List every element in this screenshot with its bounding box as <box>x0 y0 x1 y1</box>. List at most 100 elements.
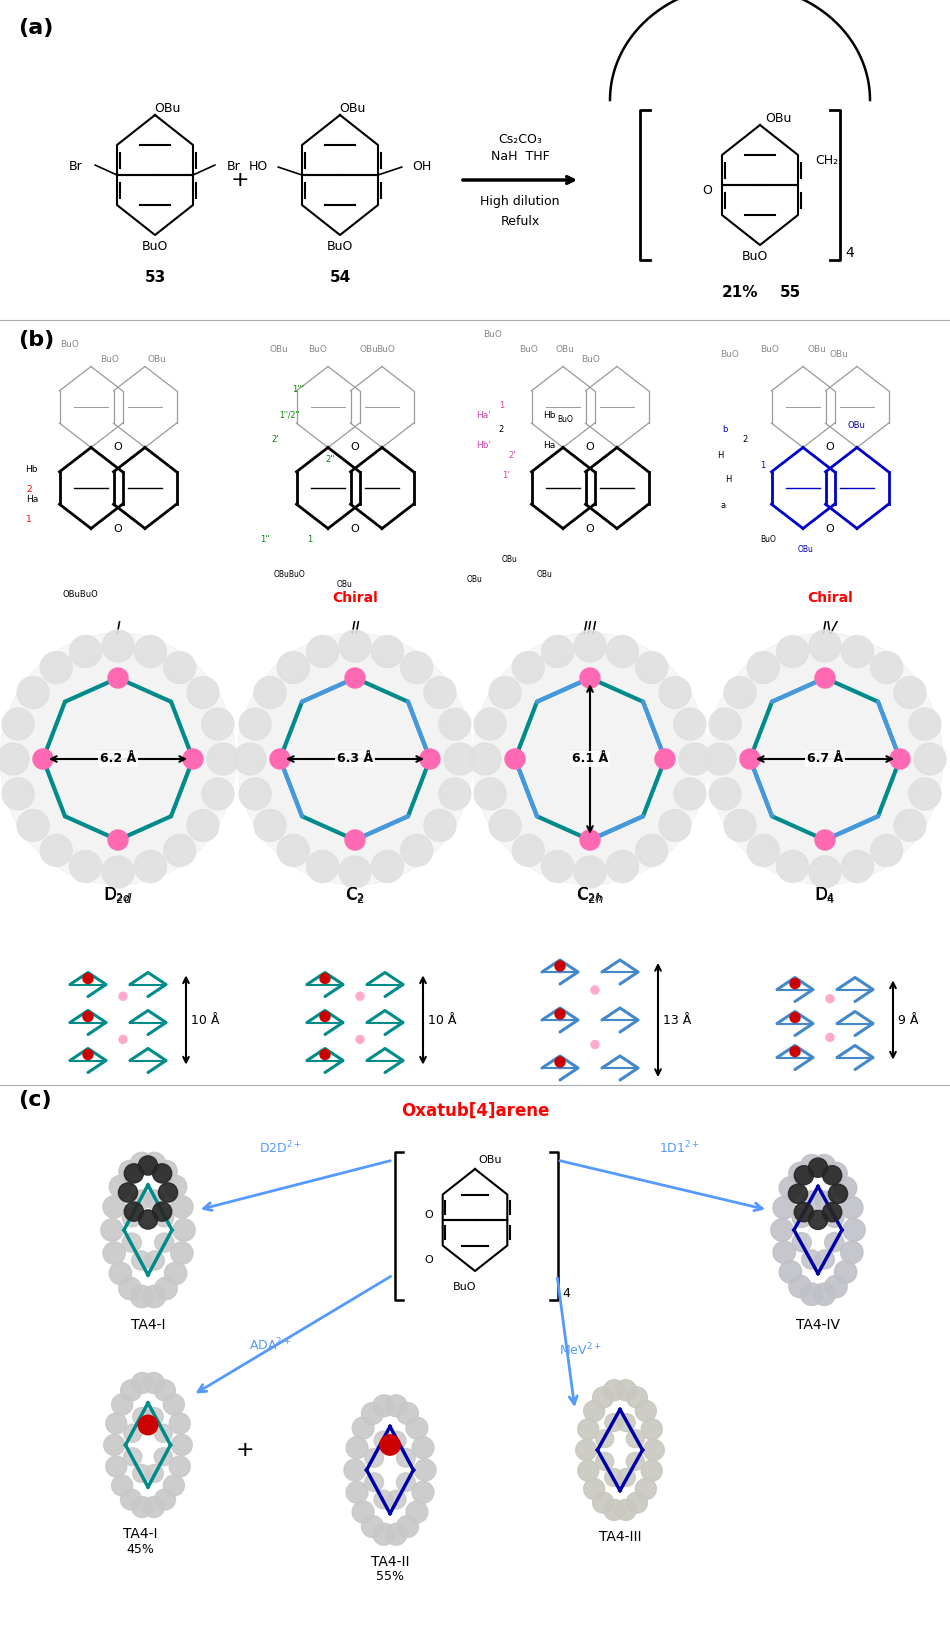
Text: BuO: BuO <box>453 1282 477 1291</box>
Text: 1: 1 <box>308 536 313 544</box>
Text: OBu: OBu <box>829 350 848 360</box>
Circle shape <box>740 749 760 769</box>
Circle shape <box>352 1418 374 1439</box>
Text: TA4-IV: TA4-IV <box>796 1318 840 1332</box>
Circle shape <box>489 810 521 841</box>
Text: O: O <box>702 184 712 197</box>
Circle shape <box>792 1232 811 1252</box>
Text: 10 Å: 10 Å <box>428 1014 457 1027</box>
Circle shape <box>124 1203 143 1221</box>
Circle shape <box>164 1262 187 1285</box>
Circle shape <box>124 1163 143 1183</box>
Circle shape <box>823 1165 842 1185</box>
Circle shape <box>636 1400 656 1421</box>
Circle shape <box>578 1418 598 1439</box>
Text: BuO: BuO <box>760 345 779 353</box>
Circle shape <box>788 1162 811 1185</box>
Circle shape <box>724 677 756 708</box>
Circle shape <box>356 992 364 1001</box>
Text: 6.3 Å: 6.3 Å <box>337 752 373 766</box>
Text: BuO: BuO <box>376 345 395 353</box>
Text: O: O <box>351 524 359 534</box>
Circle shape <box>808 1158 827 1178</box>
Text: C$_2$: C$_2$ <box>346 886 364 904</box>
Circle shape <box>143 1152 165 1175</box>
Text: OBu: OBu <box>808 345 826 353</box>
Circle shape <box>109 1175 132 1198</box>
Circle shape <box>123 1208 142 1227</box>
Ellipse shape <box>707 633 943 886</box>
Circle shape <box>591 1040 599 1048</box>
Circle shape <box>825 1208 844 1227</box>
Circle shape <box>339 856 371 887</box>
Circle shape <box>555 1056 565 1066</box>
Text: Refulx: Refulx <box>501 215 540 228</box>
Text: TA4-III: TA4-III <box>598 1530 641 1544</box>
Circle shape <box>809 856 841 887</box>
Text: 6.7 Å: 6.7 Å <box>807 752 844 766</box>
Circle shape <box>339 629 371 662</box>
Text: BuO: BuO <box>142 240 168 253</box>
Circle shape <box>397 1403 418 1424</box>
Text: OBu: OBu <box>154 102 180 115</box>
Circle shape <box>371 851 404 882</box>
Circle shape <box>0 743 29 775</box>
Circle shape <box>169 1456 190 1477</box>
Circle shape <box>171 1242 193 1263</box>
Text: 2: 2 <box>27 485 32 495</box>
Circle shape <box>108 830 128 849</box>
Circle shape <box>842 851 873 882</box>
Text: BuO: BuO <box>720 350 739 360</box>
Circle shape <box>133 1408 151 1426</box>
Circle shape <box>709 777 741 810</box>
Circle shape <box>101 1219 124 1240</box>
Text: BuO: BuO <box>742 250 769 263</box>
Circle shape <box>790 1047 800 1056</box>
Text: O: O <box>585 524 595 534</box>
Circle shape <box>277 652 310 683</box>
Circle shape <box>154 1380 176 1401</box>
Circle shape <box>596 1429 614 1447</box>
Circle shape <box>119 1160 142 1183</box>
Circle shape <box>674 777 706 810</box>
Circle shape <box>813 1155 835 1176</box>
Circle shape <box>815 669 835 688</box>
Text: Chiral: Chiral <box>332 591 378 605</box>
Text: OBu: OBu <box>798 545 814 554</box>
Circle shape <box>40 652 72 683</box>
Circle shape <box>414 1459 436 1480</box>
Text: O: O <box>826 524 834 534</box>
Circle shape <box>555 1009 565 1019</box>
Circle shape <box>512 652 544 683</box>
Circle shape <box>825 1275 847 1298</box>
Circle shape <box>626 1429 644 1447</box>
Circle shape <box>346 1436 368 1459</box>
Circle shape <box>132 1250 151 1270</box>
Text: TA4-II: TA4-II <box>370 1554 409 1569</box>
Circle shape <box>909 777 940 810</box>
Text: BuO: BuO <box>100 355 119 365</box>
Circle shape <box>173 1219 195 1240</box>
Circle shape <box>83 1050 93 1060</box>
Circle shape <box>396 1449 415 1467</box>
Text: 55%: 55% <box>376 1571 404 1582</box>
Text: High dilution: High dilution <box>481 196 560 209</box>
Circle shape <box>108 669 128 688</box>
Text: O: O <box>826 442 834 452</box>
Circle shape <box>307 851 338 882</box>
Circle shape <box>365 1449 384 1467</box>
Circle shape <box>83 974 93 984</box>
Text: D$_4$: D$_4$ <box>815 886 835 904</box>
Circle shape <box>593 1492 614 1513</box>
Circle shape <box>201 777 234 810</box>
Circle shape <box>40 835 72 866</box>
Circle shape <box>345 669 365 688</box>
Circle shape <box>133 1464 151 1482</box>
Circle shape <box>894 810 926 841</box>
Circle shape <box>270 749 290 769</box>
Text: D2D$^{2+}$: D2D$^{2+}$ <box>258 1140 301 1157</box>
Text: Chiral: Chiral <box>808 591 853 605</box>
Circle shape <box>132 1190 151 1209</box>
Circle shape <box>33 749 53 769</box>
Circle shape <box>145 1250 164 1270</box>
